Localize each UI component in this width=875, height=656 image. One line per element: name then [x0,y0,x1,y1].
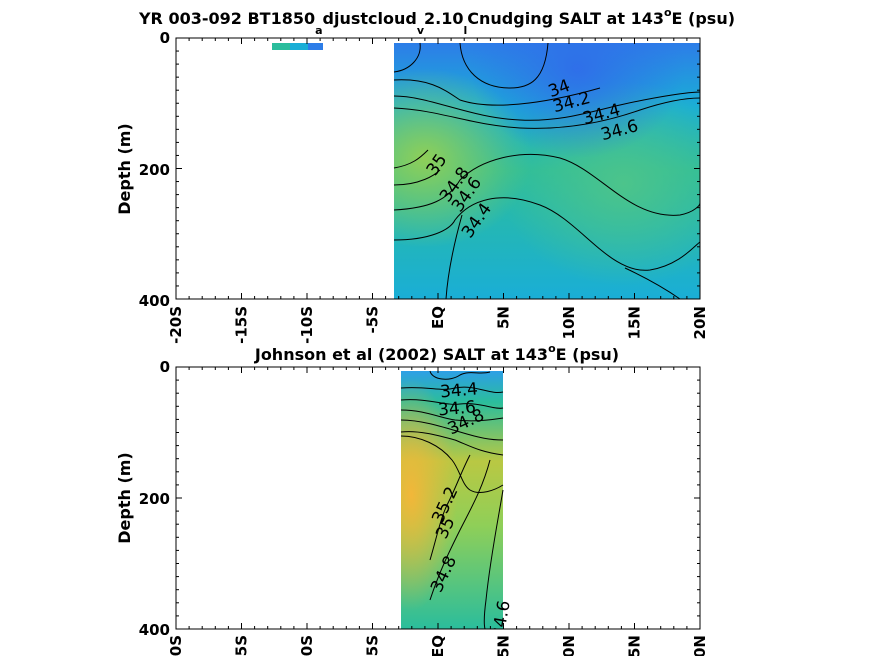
top-field: 34 34.2 34.4 34.6 35 34.8 34.6 34.4 [272,42,700,299]
bottom-xtick-0: -20S [167,635,185,656]
bottom-contour-7 [400,435,504,493]
bottom-title: Johnson et al (2002) SALT at 143oE (psu) [254,342,619,364]
bottom-xtick-2: -10S [298,635,316,656]
bottom-contour-3 [400,399,504,409]
bottom-field: 34.4 34.6 34.8 35.2 35 34.8 34.6 [400,370,515,629]
top-xtick-2: -10S [298,306,316,344]
top-ytick-0: 0 [160,29,170,47]
bottom-ytick-0: 0 [160,358,170,376]
top-contour-34.2 [393,79,601,106]
bottom-ytick-2: 400 [139,621,170,639]
top-contour-34.4-lower [393,197,700,271]
top-surface-patch-a [272,43,290,50]
bottom-contour-2 [400,386,504,394]
top-contour-34.6-upper [393,97,700,129]
bottom-xtick-4: EQ [429,635,447,656]
top-xtick-3: -5S [364,306,382,333]
bottom-contour-8 [429,454,471,561]
top-ytick-1: 200 [139,161,170,179]
top-contour-34.8 [393,169,441,186]
bottom-xtick-5: 5N [495,635,513,656]
bottom-xticklabels: -20S -15S -10S -5S EQ 5N 10N 15N 20N [167,635,709,656]
top-field-highlight-blue [394,43,700,299]
top-xtick-1: -15S [233,306,251,344]
bottom-contour-4 [400,409,504,422]
top-contours [393,42,700,299]
top-contour-34.4 [393,91,700,121]
bottom-contour-5 [400,419,504,441]
top-ticks [175,37,701,300]
bottom-contour-label-1: 34.6 [437,397,476,420]
bottom-xtick-1: -15S [233,635,251,656]
top-title: YR 003-092 BT1850adjustcloudv2.10lCnudgi… [138,6,735,37]
top-contour-34.6-deep [624,267,681,299]
top-xtick-7: 15N [626,306,644,339]
bottom-ytick-1: 200 [139,490,170,508]
bottom-panel: Johnson et al (2002) SALT at 143oE (psu)… [115,342,709,656]
top-xtick-0: -20S [167,306,185,344]
top-xtick-5: 5N [495,306,513,329]
bottom-contour-10 [483,489,504,629]
top-contour-34.6-mid [393,153,700,216]
bottom-xtick-3: -5S [364,635,382,656]
top-xtick-8: 20N [691,306,709,339]
bottom-field-highlight-orange [401,371,503,629]
bottom-ticks [175,366,701,630]
bottom-contour-9 [429,459,491,601]
bottom-xtick-8: 20N [691,635,709,656]
bottom-contour-6 [400,431,504,456]
top-contour-34-a [459,42,549,89]
top-contour-34-b [393,42,421,73]
bottom-xtick-6: 10N [560,635,578,656]
bottom-contour-1 [429,370,491,380]
top-surface-patch-c [308,43,323,50]
bottom-contours [400,370,504,629]
top-xticklabels: -20S -15S -10S -5S EQ 5N 10N 15N 20N [167,306,709,344]
bottom-contour-label-0: 34.4 [439,379,478,402]
top-ytick-2: 400 [139,292,170,310]
top-xtick-4: EQ [429,306,447,329]
top-xtick-6: 10N [560,306,578,339]
bottom-ylabel: Depth (m) [115,452,134,544]
top-contour-34.4-deep [445,214,463,299]
top-contour-35 [393,149,429,169]
top-ylabel: Depth (m) [115,123,134,215]
top-panel: YR 003-092 BT1850adjustcloudv2.10lCnudgi… [115,6,735,344]
top-surface-patch-b [290,43,308,50]
bottom-xtick-7: 15N [626,635,644,656]
